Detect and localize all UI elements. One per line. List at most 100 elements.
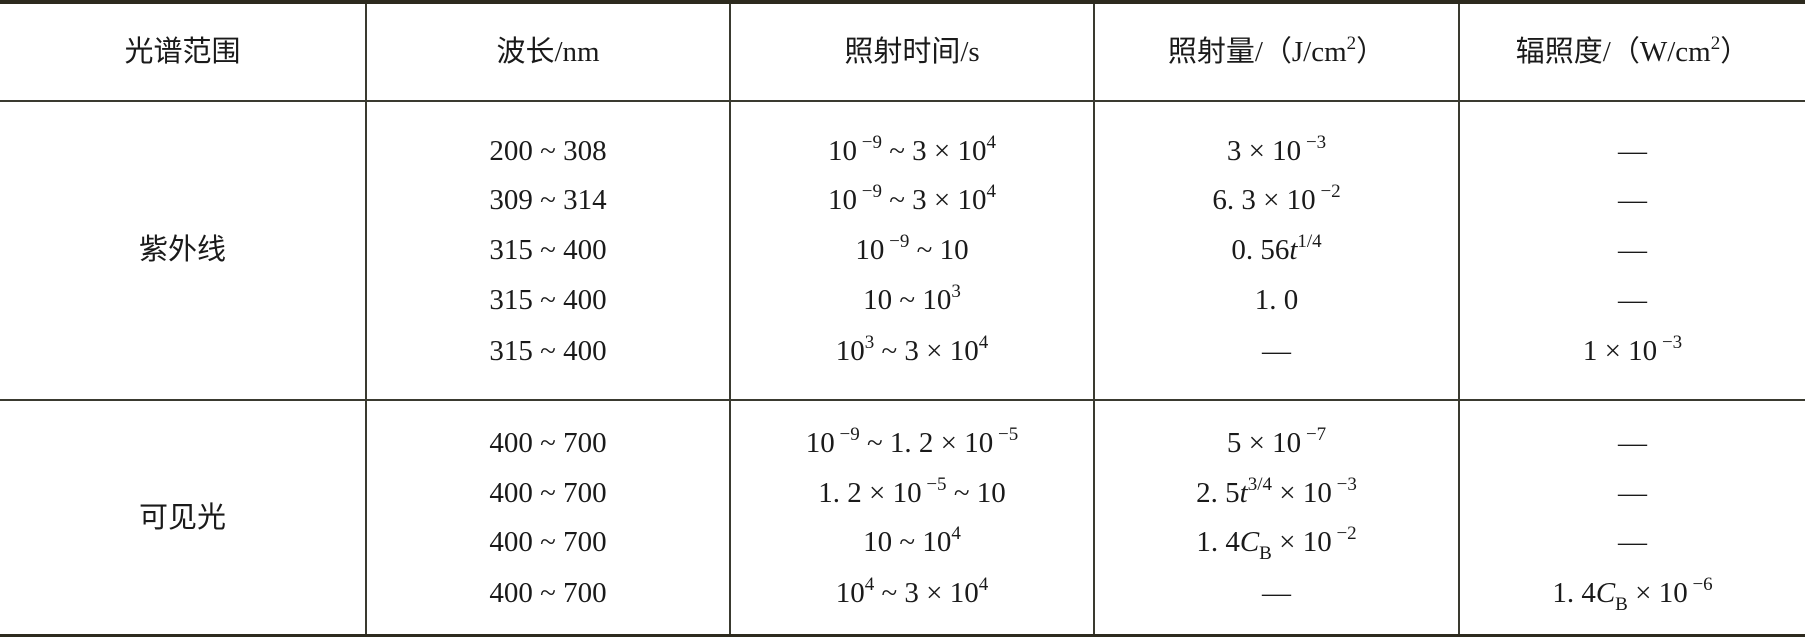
cell-text-segment: 4 (986, 132, 997, 153)
header-divider (0, 100, 1805, 102)
cell-text-segment: 4 (864, 574, 875, 595)
irradiance-cell: — (1460, 426, 1805, 460)
cell-text-segment: −3 (1301, 132, 1327, 153)
cell-text-segment: −2 (1315, 181, 1341, 202)
cell-text-segment: 照射量/（J/cm (1167, 36, 1347, 68)
cell-text-segment: ） (1720, 36, 1750, 68)
top-rule (0, 0, 1805, 4)
cell-text-segment: — (1262, 577, 1291, 609)
cell-text-segment: 2. 5 (1196, 477, 1240, 509)
bottom-rule (0, 634, 1805, 637)
cell-text-segment: 4 (951, 523, 961, 544)
cell-text-segment: 10 (835, 577, 865, 609)
exposure-time-cell: 1. 2 × 10 −5 ~ 10 (731, 474, 1093, 514)
exposure-time-cell: 103 ~ 3 × 104 (731, 332, 1093, 372)
column-header: 照射量/（J/cm2） (1095, 33, 1458, 73)
cell-text-segment: ~ 10 (946, 477, 1006, 509)
cell-text-segment: 波长/nm (496, 36, 600, 68)
cell-text-segment: ） (1356, 36, 1386, 68)
radiant-exposure-cell: 2. 5t3/4 × 10 −3 (1095, 474, 1458, 514)
cell-text-segment: 4 (986, 181, 997, 202)
wavelength-cell: 400 ~ 700 (367, 476, 729, 510)
irradiance-cell: — (1460, 283, 1805, 317)
exposure-time-cell: 10 −9 ~ 10 (731, 231, 1093, 271)
irradiance-cell: — (1460, 476, 1805, 510)
wavelength-cell: 315 ~ 400 (367, 283, 729, 317)
cell-text-segment: −9 (834, 424, 860, 445)
wavelength-cell: 400 ~ 700 (367, 576, 729, 610)
column-divider (1093, 4, 1095, 634)
cell-text-segment: × 10 (1271, 526, 1332, 558)
cell-text-segment: 可见光 (138, 502, 226, 534)
wavelength-cell: 400 ~ 700 (367, 426, 729, 460)
cell-text-segment: 10 (805, 427, 835, 459)
radiant-exposure-cell: 3 × 10 −3 (1095, 132, 1458, 172)
cell-text-segment: 309 ~ 314 (489, 184, 607, 216)
cell-text-segment: 315 ~ 400 (489, 284, 607, 316)
cell-text-segment: 1/4 (1297, 231, 1322, 252)
cell-text-segment: B (1259, 543, 1272, 564)
cell-text-segment: −9 (856, 181, 882, 202)
cell-text-segment: 10 ~ 10 (863, 284, 952, 316)
cell-text-segment: 4 (978, 574, 989, 595)
cell-text-segment: −6 (1687, 574, 1713, 595)
cell-text-segment: ~ 1. 2 × 10 (859, 427, 994, 459)
radiant-exposure-cell: — (1095, 334, 1458, 368)
irradiance-cell: 1. 4CB × 10 −6 (1460, 574, 1805, 615)
cell-text-segment: 5 × 10 (1226, 427, 1302, 459)
cell-text-segment: — (1618, 184, 1647, 216)
irradiance-cell: — (1460, 525, 1805, 559)
column-header: 照射时间/s (731, 35, 1093, 69)
cell-text-segment: 315 ~ 400 (489, 234, 607, 266)
cell-text-segment: — (1618, 135, 1647, 167)
cell-text-segment: 2 (1346, 33, 1357, 54)
wavelength-cell: 315 ~ 400 (367, 334, 729, 368)
wavelength-cell: 315 ~ 400 (367, 233, 729, 267)
cell-text-segment: — (1618, 234, 1647, 266)
cell-text-segment: — (1618, 427, 1647, 459)
cell-text-segment: 0. 56 (1231, 234, 1290, 266)
cell-text-segment: 1. 4 (1196, 526, 1240, 558)
column-divider (729, 4, 731, 634)
cell-text-segment: t (1289, 234, 1298, 266)
cell-text-segment: 1 × 10 (1582, 335, 1658, 367)
cell-text-segment: 10 (827, 184, 857, 216)
irradiance-cell: 1 × 10 −3 (1460, 332, 1805, 372)
cell-text-segment: 6. 3 × 10 (1212, 184, 1316, 216)
cell-text-segment: C (1239, 526, 1260, 558)
radiant-exposure-cell: 1. 0 (1095, 283, 1458, 317)
cell-text-segment: 400 ~ 700 (489, 427, 607, 459)
cell-text-segment: C (1595, 577, 1616, 609)
cell-text-segment: −5 (993, 424, 1019, 445)
group-divider (0, 399, 1805, 401)
group-label: 可见光 (0, 501, 365, 535)
cell-text-segment: 10 ~ 10 (863, 526, 952, 558)
cell-text-segment: 10 (827, 135, 857, 167)
cell-text-segment: 3 (864, 332, 875, 353)
wavelength-cell: 200 ~ 308 (367, 134, 729, 168)
cell-text-segment: −3 (1657, 332, 1683, 353)
irradiance-cell: — (1460, 183, 1805, 217)
exposure-time-cell: 10 −9 ~ 1. 2 × 10 −5 (731, 424, 1093, 464)
exposure-time-cell: 104 ~ 3 × 104 (731, 574, 1093, 614)
cell-text-segment: −7 (1301, 424, 1327, 445)
exposure-time-cell: 10 −9 ~ 3 × 104 (731, 132, 1093, 172)
column-divider (365, 4, 367, 634)
cell-text-segment: ~ 3 × 10 (881, 135, 987, 167)
radiant-exposure-cell: 1. 4CB × 10 −2 (1095, 523, 1458, 564)
group-label: 紫外线 (0, 233, 365, 267)
cell-text-segment: — (1618, 477, 1647, 509)
cell-text-segment: t (1239, 477, 1248, 509)
cell-text-segment: 400 ~ 700 (489, 577, 607, 609)
cell-text-segment: 400 ~ 700 (489, 526, 607, 558)
cell-text-segment: 3 × 10 (1226, 135, 1302, 167)
cell-text-segment: × 10 (1627, 577, 1688, 609)
cell-text-segment: 1. 0 (1254, 284, 1299, 316)
cell-text-segment: −3 (1331, 474, 1357, 495)
cell-text-segment: 光谱范围 (124, 36, 241, 68)
cell-text-segment: 照射时间/s (844, 36, 980, 68)
cell-text-segment: 400 ~ 700 (489, 477, 607, 509)
column-divider (1458, 4, 1460, 634)
radiant-exposure-cell: 6. 3 × 10 −2 (1095, 181, 1458, 221)
cell-text-segment: 3/4 (1247, 474, 1272, 495)
